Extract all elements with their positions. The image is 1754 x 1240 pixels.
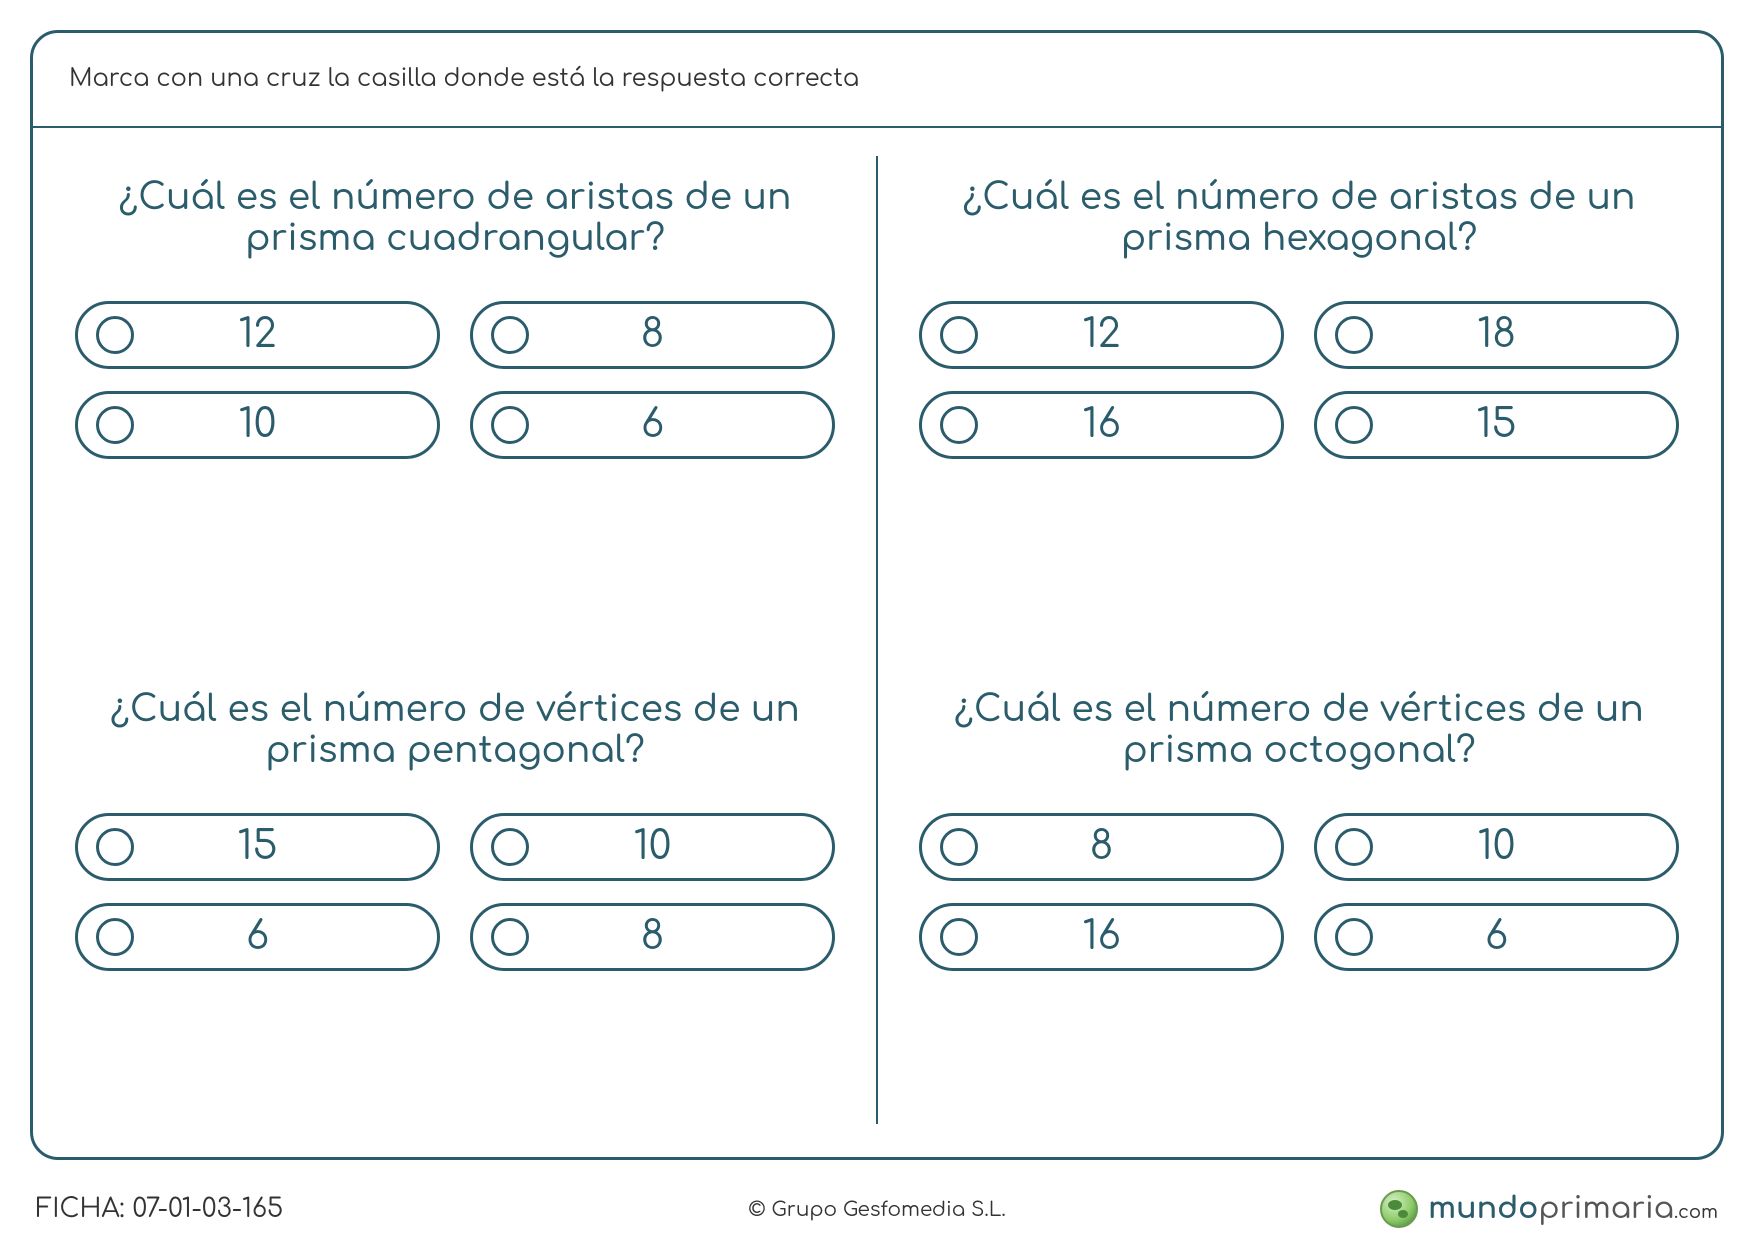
question-cell-2: ¿Cuál es el número de aristas de un pris… xyxy=(877,128,1721,640)
radio-icon xyxy=(940,316,978,354)
option-label: 6 xyxy=(529,403,814,447)
option-label: 10 xyxy=(134,403,419,447)
radio-icon xyxy=(96,316,134,354)
question-line: prisma octogonal? xyxy=(1122,731,1475,771)
option-label: 8 xyxy=(978,825,1263,869)
question-grid: ¿Cuál es el número de aristas de un pris… xyxy=(33,128,1721,1152)
question-text-3: ¿Cuál es el número de vértices de un pri… xyxy=(75,690,835,773)
question-cell-4: ¿Cuál es el número de vértices de un pri… xyxy=(877,640,1721,1152)
question-text-1: ¿Cuál es el número de aristas de un pris… xyxy=(75,178,835,261)
ficha-code: FICHA: 07-01-03-165 xyxy=(36,1195,597,1224)
radio-icon xyxy=(1335,918,1373,956)
options-grid-1: 12 8 10 6 xyxy=(75,301,835,459)
answer-option[interactable]: 8 xyxy=(919,813,1284,881)
answer-option[interactable]: 8 xyxy=(470,903,835,971)
radio-icon xyxy=(491,918,529,956)
brand-text: mundoprimaria.com xyxy=(1428,1193,1718,1226)
question-line: ¿Cuál es el número de vértices de un xyxy=(954,690,1644,730)
radio-icon xyxy=(96,406,134,444)
footer: FICHA: 07-01-03-165 © Grupo Gesfomedia S… xyxy=(0,1178,1754,1240)
answer-option[interactable]: 6 xyxy=(1314,903,1679,971)
option-label: 10 xyxy=(529,825,814,869)
answer-option[interactable]: 6 xyxy=(470,391,835,459)
radio-icon xyxy=(1335,406,1373,444)
option-label: 15 xyxy=(134,825,419,869)
answer-option[interactable]: 12 xyxy=(75,301,440,369)
question-text-2: ¿Cuál es el número de aristas de un pris… xyxy=(919,178,1679,261)
answer-option[interactable]: 8 xyxy=(470,301,835,369)
option-label: 15 xyxy=(1373,403,1658,447)
radio-icon xyxy=(491,316,529,354)
answer-option[interactable]: 10 xyxy=(75,391,440,459)
option-label: 12 xyxy=(978,313,1263,357)
radio-icon xyxy=(940,406,978,444)
worksheet-frame: Marca con una cruz la casilla donde está… xyxy=(30,30,1724,1160)
copyright-text: © Grupo Gesfomedia S.L. xyxy=(597,1198,1158,1221)
radio-icon xyxy=(96,918,134,956)
options-grid-3: 15 10 6 8 xyxy=(75,813,835,971)
radio-icon xyxy=(940,828,978,866)
answer-option[interactable]: 15 xyxy=(75,813,440,881)
brand-logo: mundoprimaria.com xyxy=(1157,1190,1718,1228)
radio-icon xyxy=(491,828,529,866)
brand-part1: mundo xyxy=(1428,1193,1538,1226)
question-line: prisma hexagonal? xyxy=(1121,219,1478,259)
globe-icon xyxy=(1380,1190,1418,1228)
answer-option[interactable]: 15 xyxy=(1314,391,1679,459)
question-line: ¿Cuál es el número de aristas de un xyxy=(119,178,792,218)
brand-part3: .com xyxy=(1674,1203,1718,1223)
brand-part2: primaria xyxy=(1538,1193,1674,1226)
answer-option[interactable]: 12 xyxy=(919,301,1284,369)
answer-option[interactable]: 16 xyxy=(919,903,1284,971)
radio-icon xyxy=(940,918,978,956)
radio-icon xyxy=(1335,316,1373,354)
options-grid-2: 12 18 16 15 xyxy=(919,301,1679,459)
answer-option[interactable]: 18 xyxy=(1314,301,1679,369)
radio-icon xyxy=(491,406,529,444)
option-label: 12 xyxy=(134,313,419,357)
option-label: 6 xyxy=(1373,915,1658,959)
option-label: 6 xyxy=(134,915,419,959)
question-line: prisma cuadrangular? xyxy=(245,219,665,259)
instructions-text: Marca con una cruz la casilla donde está… xyxy=(33,33,1721,128)
question-text-4: ¿Cuál es el número de vértices de un pri… xyxy=(919,690,1679,773)
radio-icon xyxy=(96,828,134,866)
option-label: 8 xyxy=(529,915,814,959)
answer-option[interactable]: 16 xyxy=(919,391,1284,459)
option-label: 18 xyxy=(1373,313,1658,357)
option-label: 16 xyxy=(978,915,1263,959)
answer-option[interactable]: 6 xyxy=(75,903,440,971)
radio-icon xyxy=(1335,828,1373,866)
question-line: ¿Cuál es el número de aristas de un xyxy=(963,178,1636,218)
question-line: prisma pentagonal? xyxy=(265,731,644,771)
option-label: 8 xyxy=(529,313,814,357)
option-label: 10 xyxy=(1373,825,1658,869)
vertical-divider xyxy=(876,156,878,1124)
answer-option[interactable]: 10 xyxy=(1314,813,1679,881)
question-cell-1: ¿Cuál es el número de aristas de un pris… xyxy=(33,128,877,640)
option-label: 16 xyxy=(978,403,1263,447)
options-grid-4: 8 10 16 6 xyxy=(919,813,1679,971)
question-line: ¿Cuál es el número de vértices de un xyxy=(110,690,800,730)
question-cell-3: ¿Cuál es el número de vértices de un pri… xyxy=(33,640,877,1152)
answer-option[interactable]: 10 xyxy=(470,813,835,881)
